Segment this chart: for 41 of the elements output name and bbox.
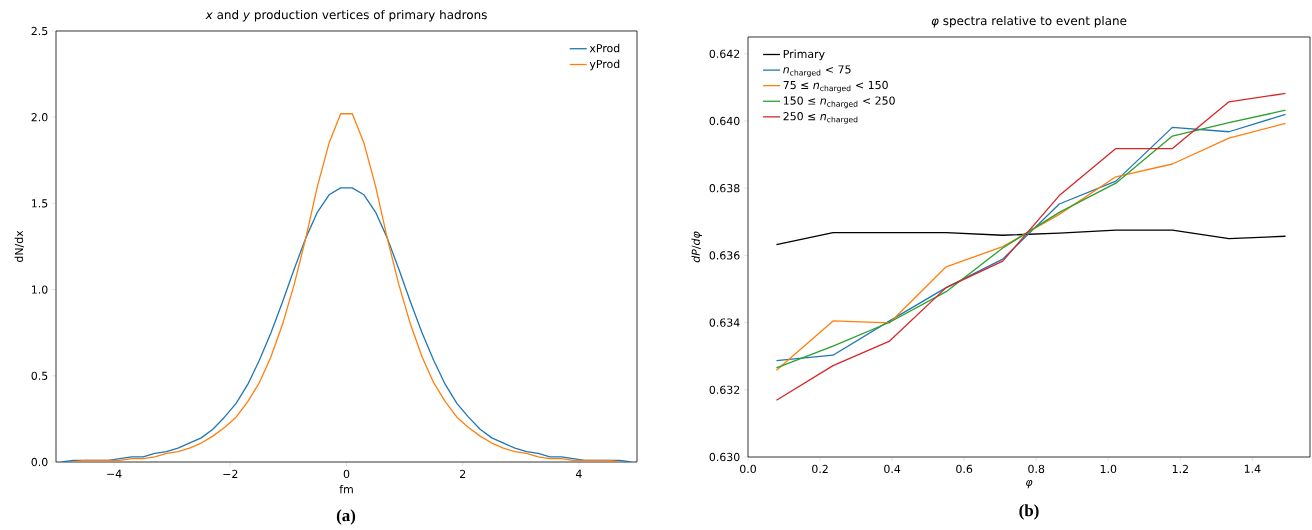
y-tick-label: 1.0 [32,285,48,294]
legend-label: xProd [589,43,620,53]
y-tick-label: 0.636 [709,251,740,260]
y-tick-label: 2.0 [31,113,48,122]
x-tick-label: 0.2 [812,464,828,474]
y-tick-label: 0.632 [709,385,740,394]
legend-label: 250 ≤ n$_{charged}$ [783,112,858,124]
y-axis-title: dN/dx [14,230,24,263]
y-tick-label: 0.5 [31,371,48,380]
legend-label: 75 ≤ n$_{charged}$ < 150 [783,80,888,93]
text: (a) [336,509,356,525]
x-tick-label: −4 [107,469,122,478]
y-tick-label: 0.640 [709,116,740,126]
line-series [775,92,1287,401]
x-tick-label: 0.0 [740,464,756,474]
legend-label: 150 ≤ n$_{charged}$ < 250 [783,96,895,109]
x-tick-label: 1.2 [1172,464,1188,473]
text: (b) [1019,504,1039,520]
x-tick-label: 2 [460,469,466,478]
x-tick-label: 0 [343,469,350,479]
x-tick-label: 0.8 [1028,464,1045,474]
chart-title: x and y production vertices of primary hadrons [205,9,487,22]
x-tick-label: −2 [223,469,238,478]
legend-label: Primary [783,49,825,61]
x-tick-label: 1.4 [1244,464,1261,473]
y-tick-label: 0.630 [709,452,740,462]
y-tick-label: 2.5 [31,26,48,36]
y-tick-label: 0.642 [709,49,740,58]
y-axis-title: dP/dφ [691,231,703,263]
x-axis-title: φ [1026,479,1033,489]
x-tick-label: 0.6 [956,464,973,474]
x-tick-label: 1.0 [1100,464,1117,474]
x-tick-label: 0.4 [884,464,901,474]
chart-title: φ spectra relative to event plane [931,15,1127,28]
y-tick-label: 0.634 [709,318,740,327]
legend-label: yProd [589,59,620,71]
y-tick-label: 0.638 [709,184,740,193]
x-axis-title: fm [339,484,353,494]
y-tick-label: 1.5 [32,199,48,208]
legend-label: n$_{charged}$ < 75 [783,65,851,78]
x-tick-label: 4 [575,469,582,478]
